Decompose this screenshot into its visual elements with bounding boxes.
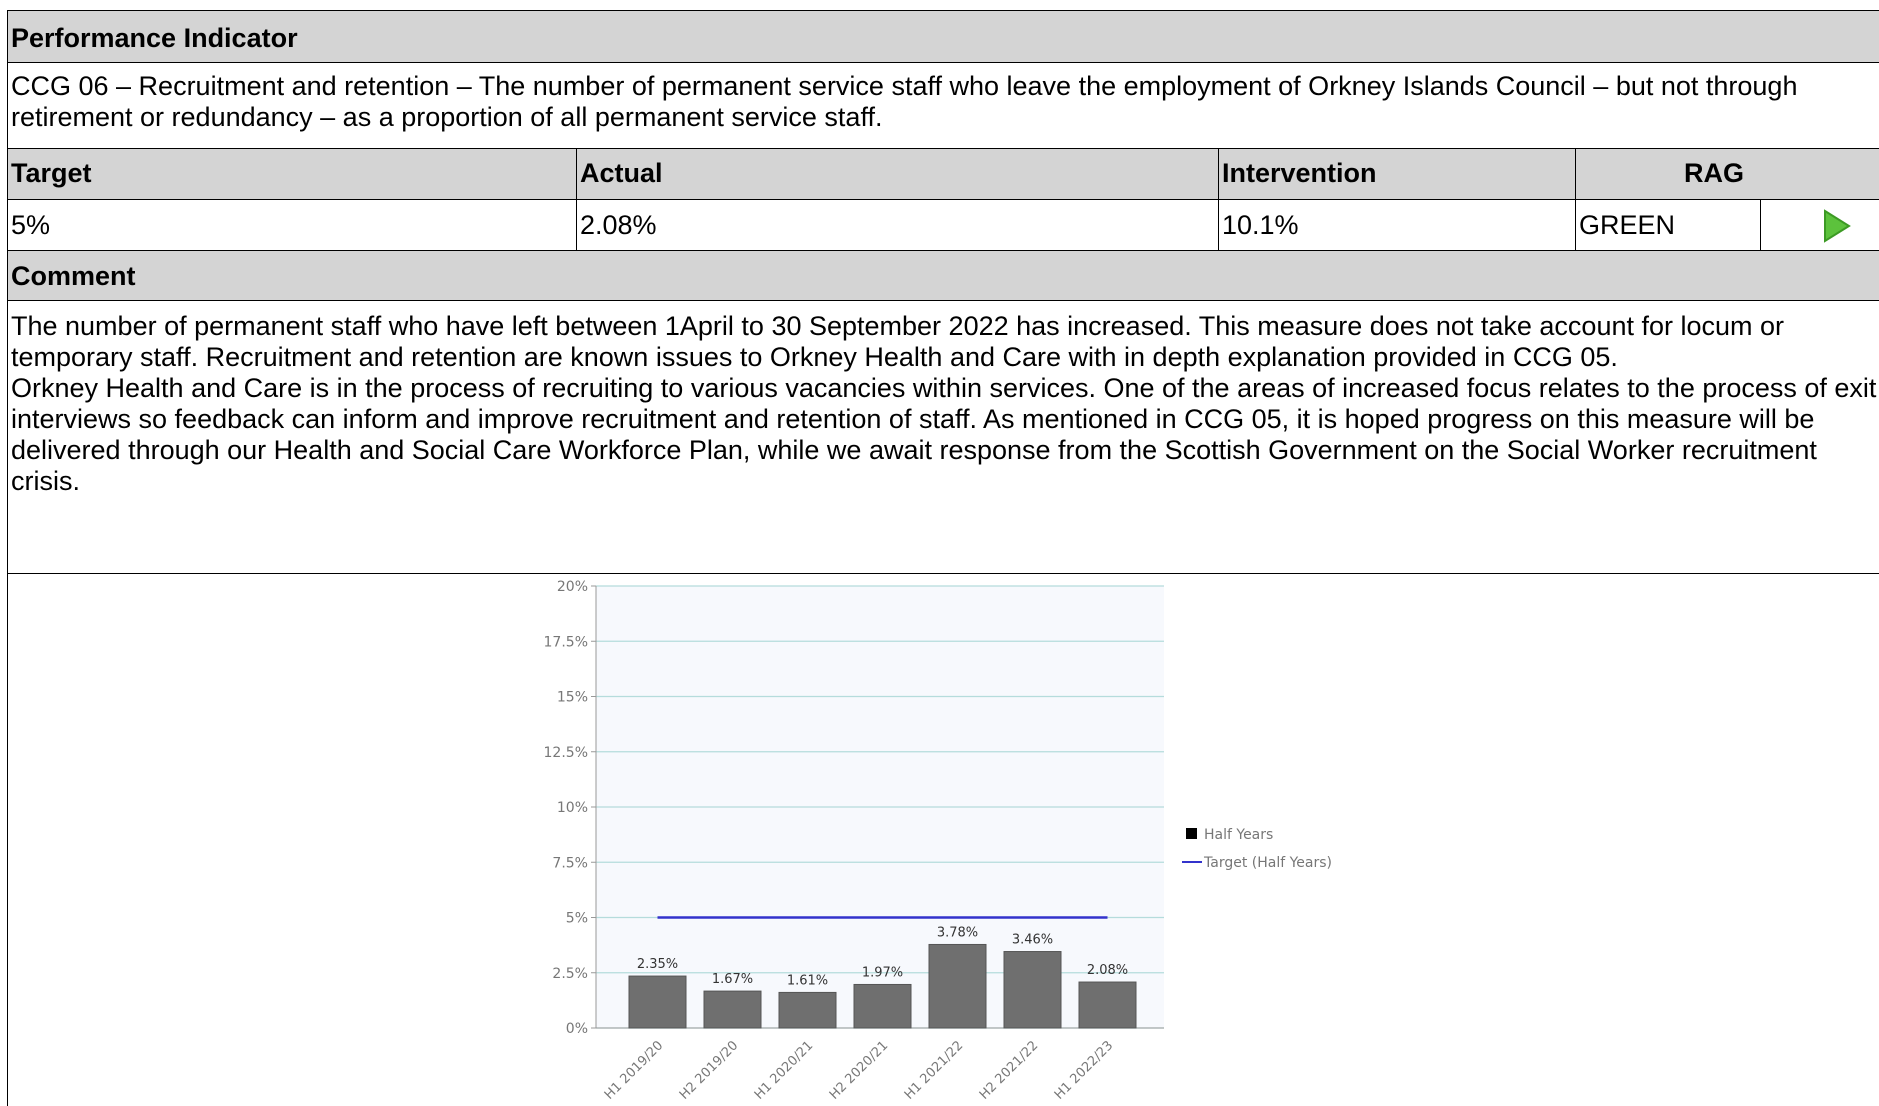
- x-tick-label: H2 2019/20: [677, 1038, 741, 1102]
- value-label: 1.67%: [712, 972, 753, 987]
- x-tick-label: H1 2022/23: [1052, 1038, 1116, 1102]
- x-tick-label: H1 2020/21: [752, 1038, 816, 1102]
- y-tick-label: 15%: [557, 690, 588, 706]
- legend-swatch: [1186, 828, 1197, 839]
- x-tick-label: H2 2021/22: [977, 1038, 1041, 1102]
- comment-title: Comment: [7, 250, 1879, 301]
- y-tick-label: 5%: [566, 911, 588, 927]
- value-label: 1.97%: [862, 965, 903, 980]
- x-tick-label: H1 2021/22: [902, 1038, 966, 1102]
- bar: [703, 990, 762, 1029]
- value-label: 2.08%: [1087, 963, 1128, 978]
- col-header: Intervention: [1218, 148, 1576, 200]
- y-tick-label: 20%: [557, 579, 588, 595]
- bar: [628, 975, 687, 1029]
- value-label: 3.78%: [937, 925, 978, 940]
- bar: [1003, 951, 1062, 1029]
- legend-label: Half Years: [1204, 827, 1273, 843]
- value-label: 1.61%: [787, 973, 828, 988]
- y-tick-label: 12.5%: [544, 745, 588, 761]
- bar: [1078, 981, 1137, 1029]
- value-label: 3.46%: [1012, 933, 1053, 948]
- comment-body: The number of permanent staff who have l…: [7, 300, 1879, 574]
- y-tick-label: 10%: [557, 800, 588, 816]
- y-tick-label: 0%: [566, 1021, 588, 1037]
- bar: [778, 991, 837, 1029]
- header-title: Performance Indicator: [7, 10, 1879, 63]
- chart-cell: [7, 573, 1879, 1106]
- description: CCG 06 – Recruitment and retention – The…: [7, 62, 1879, 149]
- value-label: 2.35%: [637, 957, 678, 972]
- x-tick-label: H2 2020/21: [827, 1038, 891, 1102]
- y-tick-label: 2.5%: [552, 966, 588, 982]
- bar: [928, 943, 987, 1029]
- col-header: RAG: [1575, 148, 1879, 200]
- y-tick-label: 17.5%: [544, 634, 588, 650]
- x-tick-label: H1 2019/20: [602, 1038, 666, 1102]
- bar: [853, 983, 912, 1029]
- paragraph: Orkney Health and Care is in the process…: [11, 373, 1877, 496]
- legend-label: Target (Half Years): [1203, 855, 1332, 871]
- paragraph: The number of permanent staff who have l…: [11, 311, 1785, 372]
- rag-icon: [1824, 209, 1851, 243]
- y-tick-label: 7.5%: [552, 855, 588, 871]
- col-header: Target: [7, 148, 577, 200]
- col-header: Actual: [576, 148, 1219, 200]
